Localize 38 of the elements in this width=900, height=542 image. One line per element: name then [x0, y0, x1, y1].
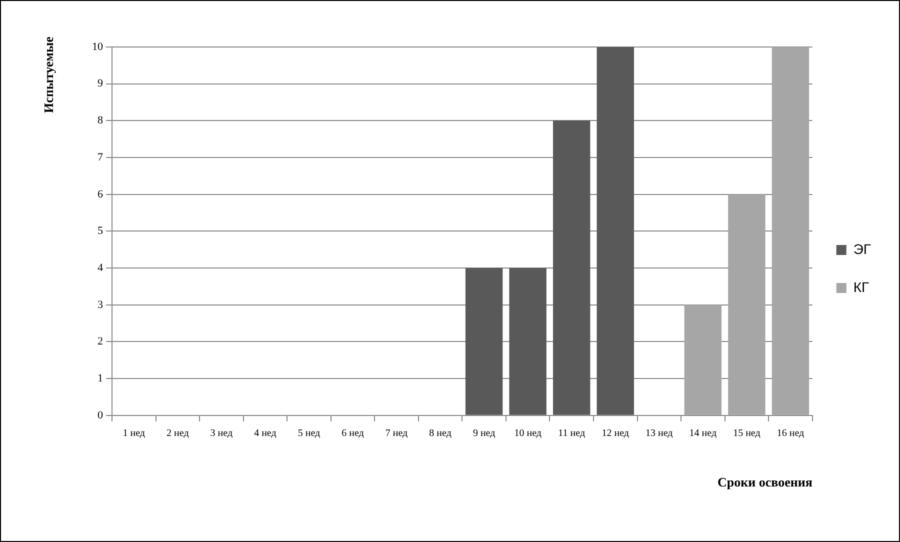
- legend-label: КГ: [853, 278, 870, 295]
- bar: [553, 120, 590, 415]
- bar: [728, 194, 766, 415]
- y-axis-title: Испытуемые: [41, 36, 57, 113]
- y-tick-label: 4: [98, 262, 104, 274]
- x-tick-label: 4 нед: [254, 428, 276, 440]
- y-tick-label: 3: [98, 298, 104, 311]
- x-tick-label: 16 нед: [776, 428, 804, 440]
- bar: [596, 47, 634, 415]
- bar: [772, 47, 810, 415]
- bar: [509, 268, 546, 415]
- x-tick-label: 15 нед: [733, 428, 760, 440]
- y-tick-label: 2: [98, 336, 103, 348]
- x-tick-label: 9 нед: [472, 428, 496, 440]
- legend-label: ЭГ: [853, 240, 872, 257]
- x-tick-label: 6 нед: [342, 428, 364, 440]
- x-tick-label: 1 нед: [122, 428, 146, 440]
- y-tick-label: 8: [98, 114, 104, 127]
- y-tick-label: 9: [98, 78, 104, 90]
- x-tick-label: 12 нед: [602, 428, 630, 440]
- y-tick-label: 6: [98, 188, 104, 200]
- x-tick-label: 7 нед: [385, 428, 408, 440]
- x-tick-label: 11 нед: [558, 428, 586, 440]
- x-tick-label: 2 нед: [166, 428, 189, 440]
- bar: [684, 304, 722, 415]
- x-tick-label: 14 нед: [689, 428, 717, 440]
- x-tick-label: 8 нед: [429, 428, 452, 440]
- x-tick-label: 10 нед: [514, 428, 542, 440]
- bar: [465, 268, 503, 415]
- x-tick-label: 13 нед: [646, 428, 673, 440]
- x-tick-label: 5 нед: [298, 428, 320, 440]
- y-tick-label: 1: [98, 372, 103, 384]
- y-tick-label: 10: [92, 40, 104, 53]
- y-tick-label: 0: [98, 409, 104, 422]
- x-axis-title: Сроки освоения: [718, 474, 812, 490]
- x-tick-label: 3 нед: [210, 428, 233, 440]
- y-tick-label: 7: [98, 151, 104, 164]
- y-tick-label: 5: [98, 225, 104, 238]
